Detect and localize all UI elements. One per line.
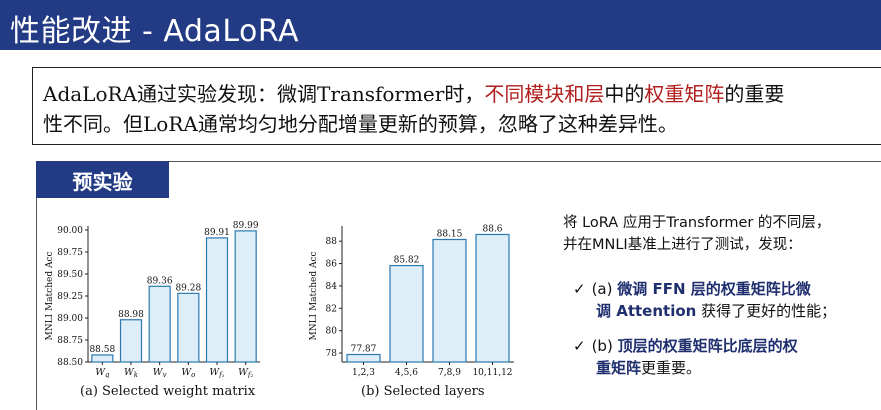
- checkmark-icon: ✓: [573, 337, 586, 355]
- y-tick-label: 89.75: [57, 248, 83, 258]
- finding-b-cont: 重矩阵更重要。: [596, 357, 701, 378]
- y-tick-label: 78: [326, 349, 338, 359]
- finding-tail: 获得了更好的性能；: [696, 302, 837, 320]
- x-tick-label: 1,2,3: [352, 368, 375, 378]
- section-tab: 预实验: [36, 161, 169, 198]
- chart-b-caption: (b) Selected layers: [361, 384, 485, 399]
- bar: [389, 264, 424, 363]
- summary-line-2: 性不同。但LoRA通常均匀地分配增量更新的预算，忽略了这种差异性。: [43, 112, 678, 136]
- x-tick-label: 7,8,9: [438, 368, 461, 378]
- bar: [475, 233, 510, 363]
- chart-a-svg: 88.50 88.75 89.00 89.25 89.50 89.75 90.00 MNLI …: [45, 221, 260, 378]
- y-tick-label: 90.00: [57, 226, 83, 236]
- bar: [177, 292, 200, 363]
- y-tick-label: 89.50: [57, 270, 83, 280]
- summary-highlight: 权重矩阵: [644, 82, 725, 106]
- finding-prefix: (b): [591, 337, 618, 355]
- y-tick-label: 88.50: [57, 358, 83, 368]
- summary-text: 中的: [604, 82, 645, 106]
- y-tick-label: 89.25: [57, 292, 83, 302]
- x-tick-label: Wv: [153, 367, 167, 378]
- finding-b: ✓ (b) 顶层的权重矩阵比底层的权: [573, 335, 798, 356]
- description-line-2: 并在MNLI基准上进行了测试，发现：: [563, 237, 802, 253]
- chart-layers: 78 80 82 84 86 88 MNLI Matched Acc 77.87 1,2,3 85…: [306, 210, 518, 378]
- finding-bold: 调 Attention: [596, 302, 697, 320]
- x-tick-label: 4,5,6: [395, 368, 418, 378]
- summary-line-1: AdaLoRA通过实验发现：微调Transformer时，不同模块和层中的权重矩…: [43, 78, 784, 107]
- summary-text: AdaLoRA通过实验发现：微调Transformer时，: [43, 82, 485, 106]
- data-label: 77.87: [351, 345, 377, 355]
- y-axis-label: MNLI Matched Acc: [45, 251, 55, 340]
- x-tick-label: Wq: [95, 367, 110, 378]
- y-tick-label: 80: [326, 327, 338, 337]
- x-tick-label: Wk: [124, 367, 138, 378]
- data-label: 89.36: [147, 276, 173, 286]
- data-label: 89.28: [175, 283, 201, 293]
- finding-tail: 更重要。: [641, 359, 702, 377]
- x-tick-label: Wo: [181, 367, 195, 378]
- data-label: 85.82: [394, 256, 420, 266]
- y-axis-label: MNLI Matched Acc: [309, 251, 319, 340]
- data-label: 89.99: [233, 221, 259, 231]
- section-tab-label: 预实验: [72, 170, 133, 194]
- chart-a-caption: (a) Selected weight matrix: [80, 384, 256, 399]
- y-tick-label: 84: [326, 282, 338, 292]
- bar: [119, 319, 143, 363]
- x-tick-label: Wf₁: [209, 367, 224, 378]
- slide-title: 性能改进 - AdaLoRA: [10, 14, 300, 49]
- x-tick-label: Wf₂: [238, 367, 253, 378]
- y-tick-label: 88.75: [57, 336, 83, 346]
- finding-a: ✓ (a) 微调 FFN 层的权重矩阵比微: [573, 278, 811, 299]
- experiment-panel: [36, 161, 881, 410]
- finding-prefix: (a): [591, 280, 618, 298]
- chart-b-svg: 78 80 82 84 86 88 MNLI Matched Acc 77.87 1,2,3 85…: [309, 224, 514, 378]
- data-label: 88.98: [118, 310, 144, 320]
- y-tick-label: 82: [326, 304, 337, 314]
- bar: [234, 230, 257, 363]
- finding-a-cont: 调 Attention 获得了更好的性能；: [596, 300, 836, 321]
- bar: [346, 353, 381, 363]
- y-tick-label: 88: [326, 237, 338, 247]
- data-label: 89.91: [204, 228, 230, 238]
- summary-highlight: 不同模块和层: [484, 82, 605, 106]
- checkmark-icon: ✓: [573, 280, 586, 298]
- bar: [205, 237, 229, 363]
- data-label: 88.58: [89, 345, 115, 355]
- slide-title-bar: 性能改进 - AdaLoRA: [0, 0, 881, 50]
- y-tick-label: 89.00: [57, 314, 83, 324]
- bar: [148, 285, 171, 363]
- finding-bold: 顶层的权重矩阵比底层的权: [617, 337, 798, 355]
- data-label: 88.15: [437, 230, 463, 240]
- data-label: 88.6: [482, 224, 502, 234]
- bar: [91, 354, 114, 363]
- summary-text: 的重要: [724, 82, 785, 106]
- finding-bold: 重矩阵: [596, 359, 642, 377]
- finding-bold: 微调 FFN 层的权重矩阵比微: [617, 280, 811, 298]
- chart-weight-matrix: 88.50 88.75 89.00 89.25 89.50 89.75 90.00 MNLI …: [42, 210, 274, 378]
- summary-box: AdaLoRA通过实验发现：微调Transformer时，不同模块和层中的权重矩…: [32, 67, 881, 145]
- y-tick-label: 86: [326, 260, 338, 270]
- bar: [432, 238, 467, 363]
- x-tick-label: 10,11,12: [472, 368, 512, 378]
- description-line-1: 将 LoRA 应用于Transformer 的不同层，: [563, 215, 831, 231]
